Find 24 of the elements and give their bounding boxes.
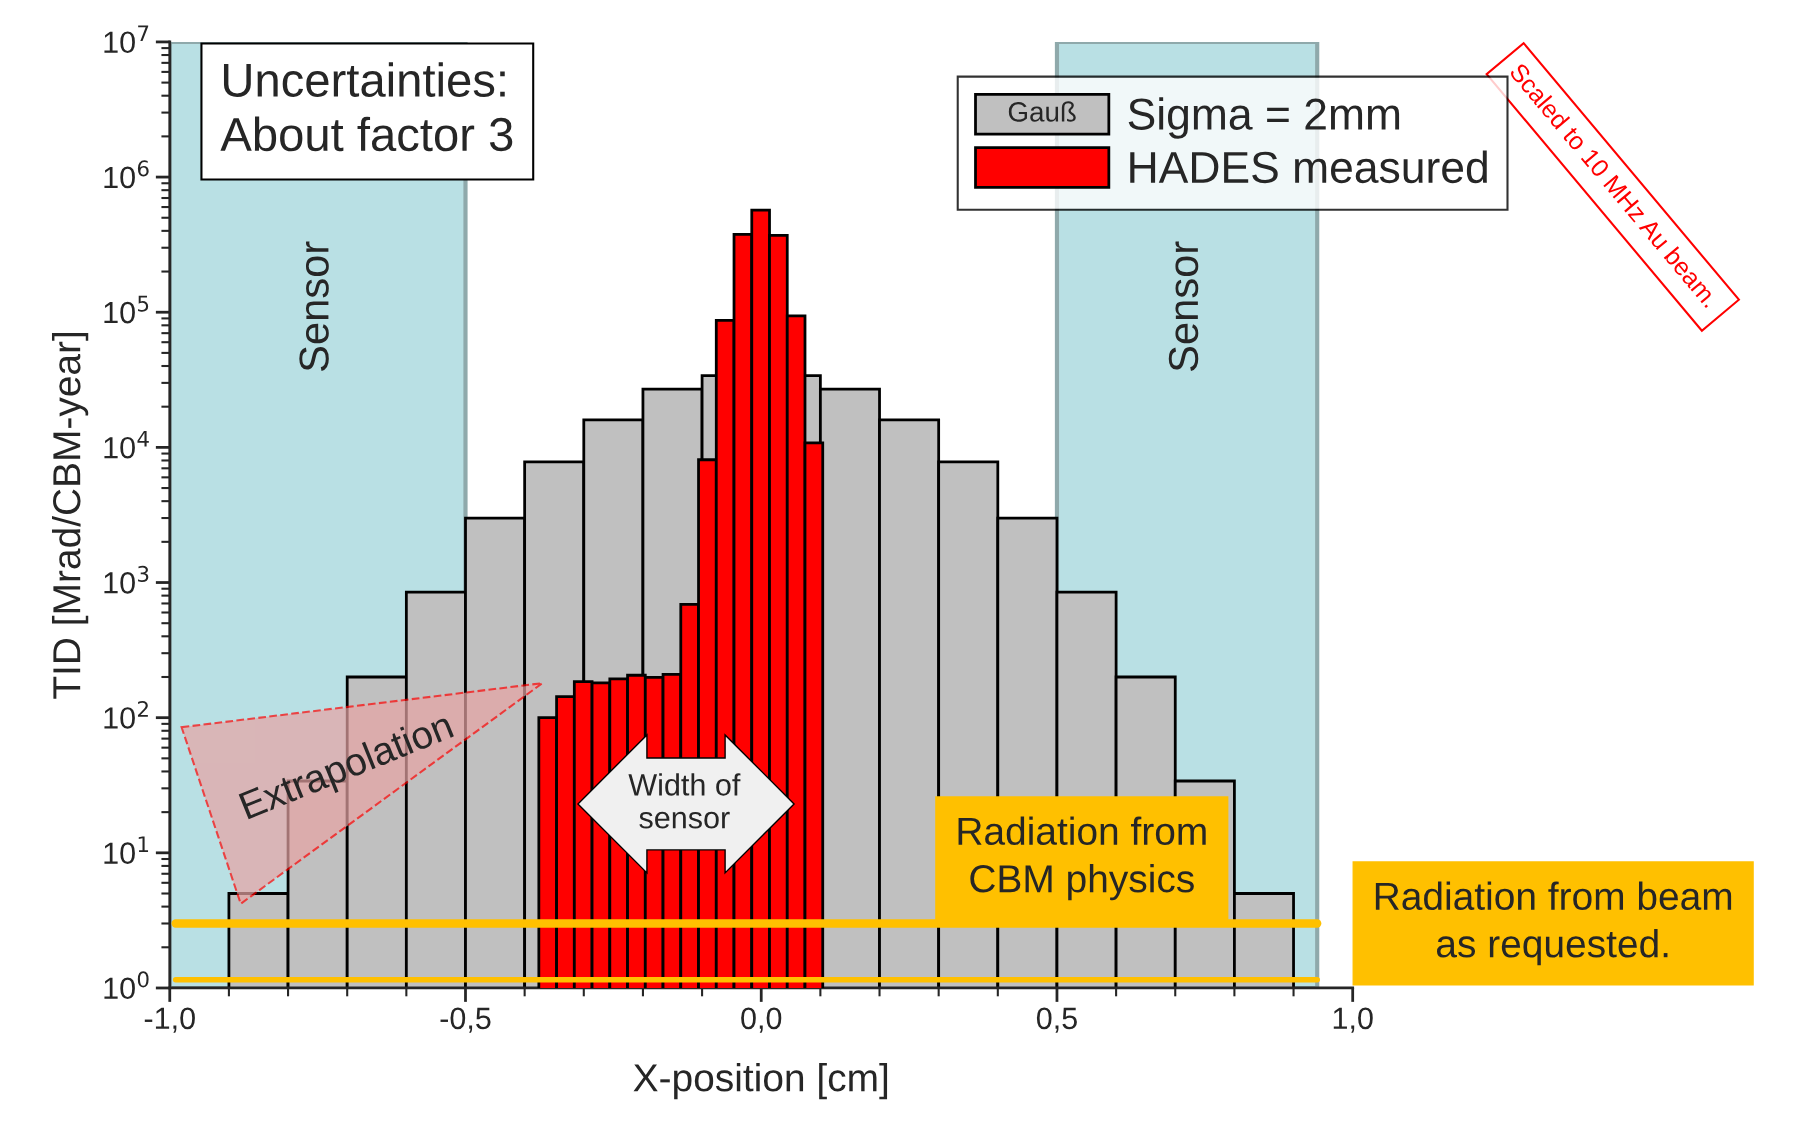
x-tick-label: -1,0 [144,1007,195,1033]
annotation: Width of sensor [628,773,741,829]
y-tick-label: 10$^{6}$ [104,160,149,189]
ref-line-label: Radiation from beam as requested. [1375,881,1732,966]
y-tick-label: 10$^{2}$ [104,700,148,729]
annotation: Gauß [1008,101,1076,122]
y-tick-label: 10$^{0}$ [104,971,149,1000]
band-label: Sensor [299,241,329,371]
y-tick-label: 10$^{7}$ [104,25,149,54]
y-tick-label: 10$^{3}$ [104,565,149,594]
x-tick-label: -0,5 [440,1007,491,1033]
legend-label: HADES measured [1130,150,1487,184]
annotation: Uncertainties: About factor 3 [220,62,513,152]
y-tick-label: 10$^{4}$ [104,430,149,459]
y-axis-title: TID [Mrad/CBM-year] [51,332,89,699]
legend-label: Sigma = 2mm [1128,97,1400,139]
band-label: Sensor [1168,241,1199,371]
x-tick-label: 1,0 [1333,1007,1373,1033]
x-tick-label: 0,0 [741,1007,782,1033]
ref-line-label: Radiation from CBM physics [958,816,1206,901]
x-axis-title: X-position [cm] [633,1062,888,1100]
x-tick-label: 0,5 [1036,1007,1077,1033]
y-tick-label: 10$^{5}$ [104,295,149,324]
y-tick-label: 10$^{1}$ [104,836,149,864]
